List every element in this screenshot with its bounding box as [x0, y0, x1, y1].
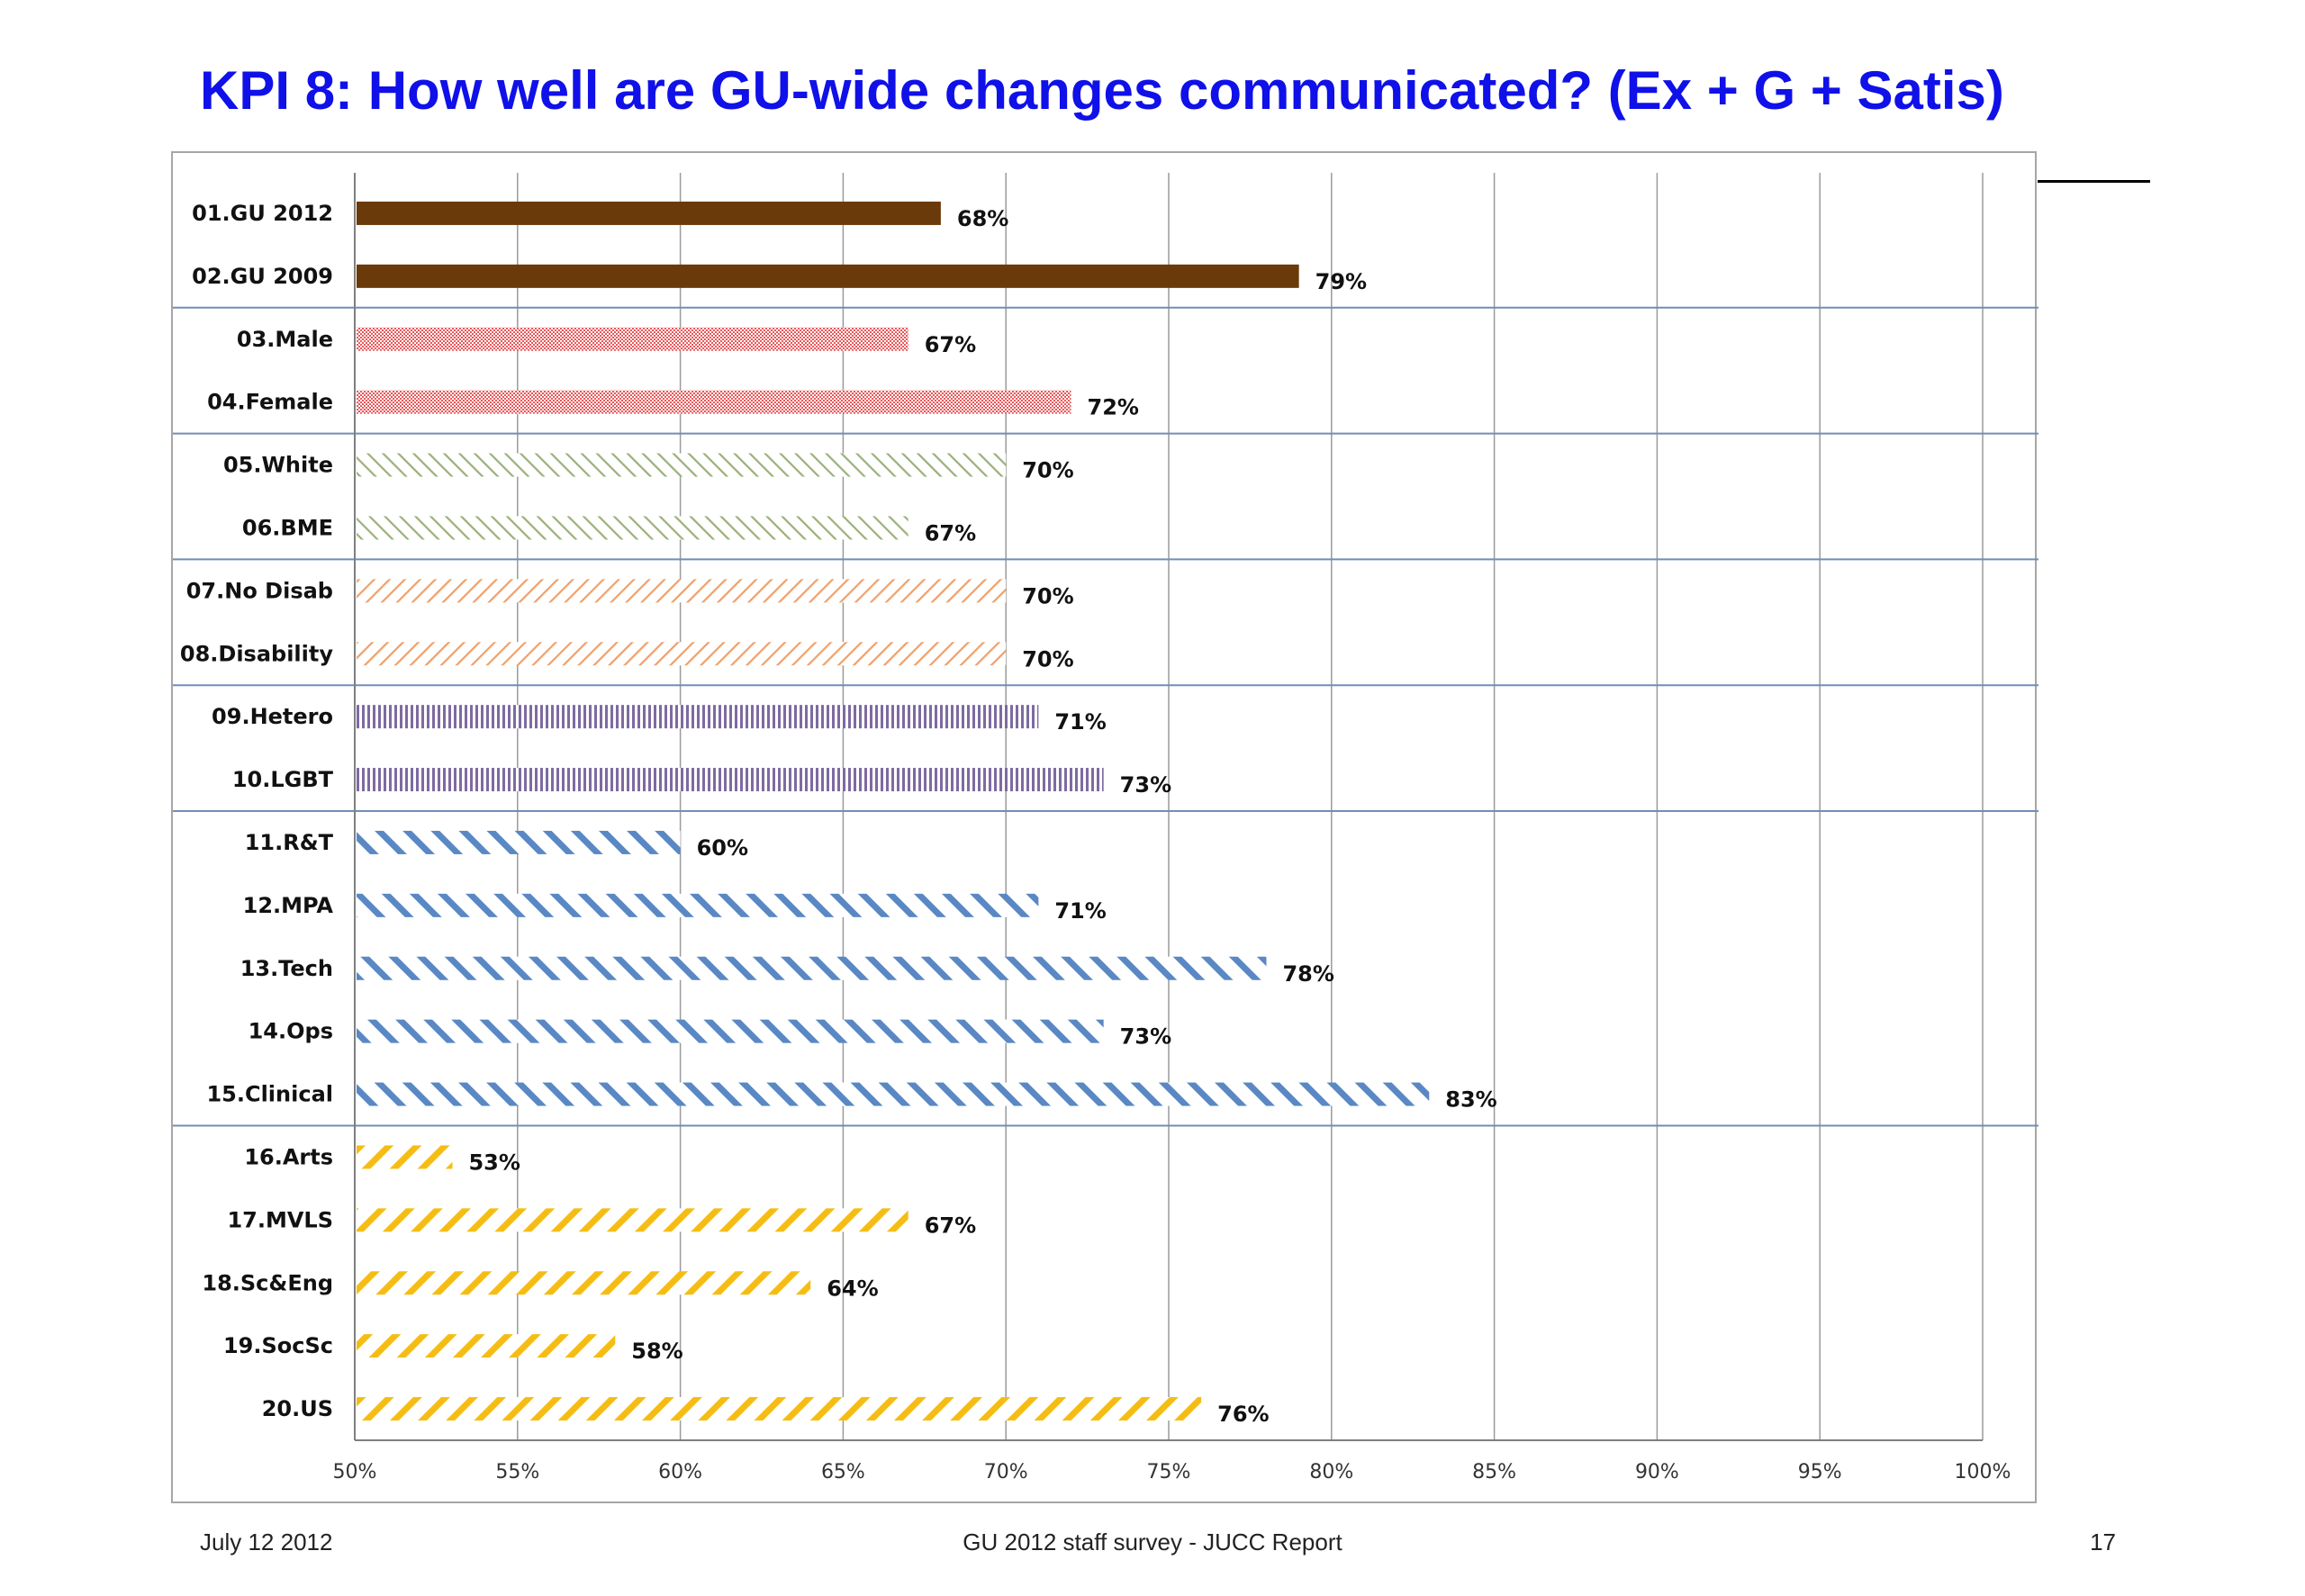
x-tick-label: 75%: [1147, 1461, 1191, 1483]
value-label: 60%: [697, 835, 748, 861]
x-tick-label: 90%: [1635, 1461, 1679, 1483]
category-label: 11.R&T: [245, 830, 334, 855]
bar: [357, 768, 1104, 792]
category-label: 08.Disability: [180, 641, 333, 666]
x-tick-label: 95%: [1798, 1461, 1842, 1483]
value-label: 70%: [1022, 583, 1073, 609]
x-tick-label: 50%: [333, 1461, 377, 1483]
bar: [357, 1082, 1430, 1106]
category-label: 16.Arts: [244, 1144, 333, 1169]
category-label: 19.SocSc: [223, 1333, 333, 1358]
bar: [357, 705, 1039, 729]
x-tick-label: 65%: [821, 1461, 865, 1483]
gridlines: [354, 173, 1984, 1440]
x-tick-label: 70%: [984, 1461, 1028, 1483]
x-tick-label: 85%: [1472, 1461, 1516, 1483]
value-label: 73%: [1120, 772, 1171, 798]
value-label: 58%: [631, 1339, 682, 1364]
category-label: 07.No Disab: [186, 578, 333, 603]
category-label: 13.Tech: [240, 956, 333, 981]
value-label: 72%: [1088, 395, 1139, 420]
footer-report-name: GU 2012 staff survey - JUCC Report: [963, 1528, 1342, 1555]
bar: [357, 1019, 1104, 1043]
x-tick-label: 100%: [1955, 1461, 2011, 1483]
page-number: 17: [2090, 1528, 2116, 1555]
x-tick-label: 55%: [495, 1461, 539, 1483]
bar: [357, 1208, 908, 1232]
value-label: 83%: [1445, 1087, 1496, 1113]
slide-title: KPI 8: How well are GU-wide changes comm…: [200, 60, 2004, 121]
value-label: 71%: [1054, 709, 1106, 735]
bar: [357, 390, 1071, 414]
bar: [357, 893, 1039, 917]
category-label: 04.Female: [207, 390, 333, 415]
category-label: 03.Male: [237, 327, 333, 352]
category-label: 17.MVLS: [227, 1207, 333, 1232]
bars: [357, 201, 1430, 1421]
decorative-rule: [2038, 180, 2150, 183]
value-label: 70%: [1022, 646, 1073, 672]
category-label: 02.GU 2009: [192, 264, 333, 289]
category-label: 14.Ops: [249, 1019, 333, 1044]
value-label: 64%: [827, 1276, 878, 1301]
category-label: 06.BME: [242, 515, 333, 540]
footer-date: July 12 2012: [200, 1528, 333, 1555]
chart-frame: 01.GU 2012 68% 02.GU 2009 79% 03.Male 67% 04.F…: [171, 151, 2038, 1503]
value-label: 68%: [957, 206, 1008, 231]
value-label: 70%: [1022, 458, 1073, 483]
value-label: 78%: [1282, 961, 1333, 987]
category-label: 18.Sc&Eng: [202, 1270, 333, 1295]
category-label: 10.LGBT: [232, 767, 334, 792]
bar: [357, 516, 908, 540]
category-label: 01.GU 2012: [192, 201, 333, 226]
category-label: 20.US: [262, 1396, 333, 1421]
bar: [357, 579, 1007, 603]
value-label: 71%: [1054, 898, 1106, 924]
value-label: 67%: [925, 332, 976, 357]
bar: [357, 830, 681, 854]
bar-chart: 01.GU 2012 68% 02.GU 2009 79% 03.Male 67% 04.F…: [173, 173, 2038, 1483]
category-label: 15.Clinical: [206, 1082, 333, 1107]
bar: [357, 642, 1007, 666]
value-label: 67%: [925, 1213, 976, 1238]
bar: [357, 1397, 1202, 1421]
value-label: 76%: [1217, 1402, 1269, 1427]
value-label: 79%: [1315, 269, 1367, 294]
bar: [357, 453, 1007, 477]
value-label: 67%: [925, 520, 976, 546]
bar: [357, 327, 908, 351]
category-label: 09.Hetero: [212, 704, 333, 729]
bar: [357, 264, 1299, 288]
bar: [357, 1334, 616, 1358]
bar: [357, 956, 1267, 980]
x-tick-label: 60%: [658, 1461, 702, 1483]
category-label: 12.MPA: [243, 893, 334, 918]
x-tick-label: 80%: [1309, 1461, 1353, 1483]
category-label: 05.White: [223, 453, 333, 478]
group-separators: [173, 306, 2038, 1127]
bar: [357, 201, 941, 225]
bar: [357, 1271, 811, 1295]
bar: [357, 1145, 453, 1169]
value-label: 73%: [1120, 1024, 1171, 1050]
value-label: 53%: [468, 1150, 520, 1175]
